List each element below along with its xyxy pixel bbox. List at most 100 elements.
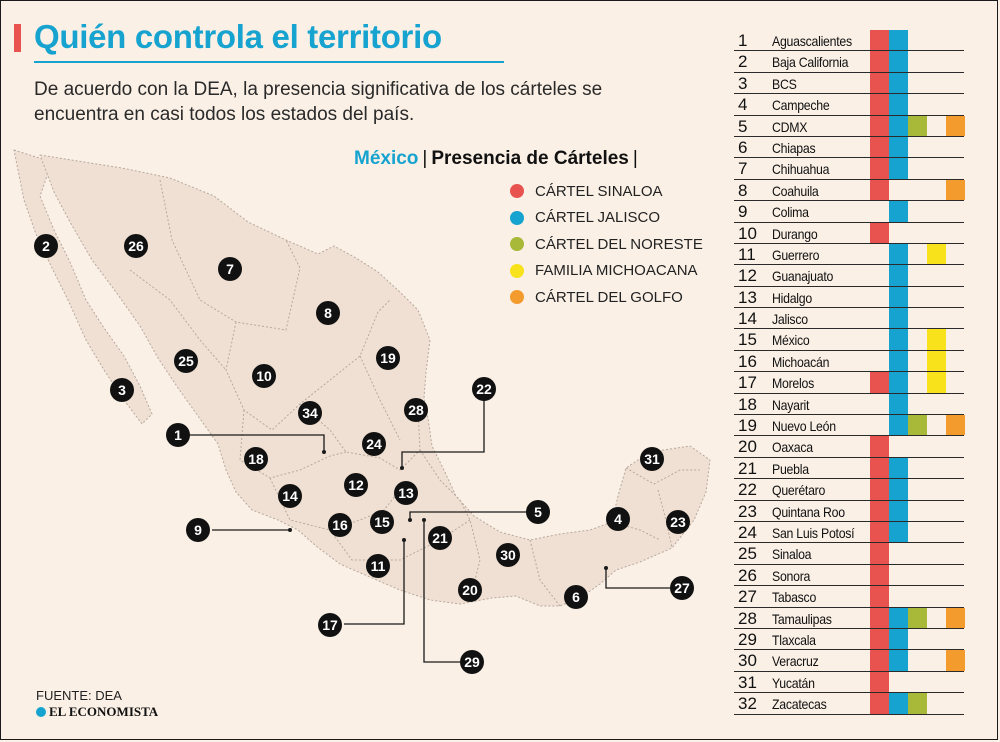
presence-cell-jalisco bbox=[889, 308, 908, 329]
table-row: 4 Campeche bbox=[734, 94, 964, 116]
state-marker: 11 bbox=[366, 554, 390, 578]
brand-name: EL ECONOMISTA bbox=[49, 704, 159, 719]
state-name: Chiapas bbox=[772, 139, 816, 156]
presence-cell-noreste bbox=[908, 415, 927, 436]
state-marker-circle bbox=[278, 484, 302, 508]
state-marker-label: 29 bbox=[464, 654, 480, 670]
state-number: 4 bbox=[738, 95, 748, 115]
callout-line bbox=[423, 520, 460, 663]
state-marker: 18 bbox=[244, 447, 268, 471]
legend-dot-icon bbox=[510, 210, 524, 225]
legend-dot-icon bbox=[510, 290, 524, 305]
state-marker-circle bbox=[34, 234, 58, 258]
presence-cell-sinaloa bbox=[870, 650, 889, 671]
state-name: Chihuahua bbox=[772, 161, 830, 178]
presence-cell-jalisco bbox=[889, 650, 908, 671]
state-name: Quintana Roo bbox=[772, 503, 845, 520]
state-number: 24 bbox=[738, 522, 757, 542]
table-row: 19 Nuevo León bbox=[734, 415, 965, 437]
presence-cell-golfo bbox=[946, 415, 965, 436]
legend-label: CÁRTEL JALISCO bbox=[535, 209, 661, 227]
state-marker-label: 20 bbox=[462, 582, 478, 598]
state-number: 5 bbox=[738, 116, 748, 136]
table-row: 22 Querétaro bbox=[734, 479, 964, 501]
state-marker-circle bbox=[606, 507, 630, 531]
legend-separator: | bbox=[422, 148, 428, 169]
state-name: Nuevo León bbox=[772, 418, 836, 435]
state-marker-label: 25 bbox=[178, 353, 194, 369]
state-marker: 13 bbox=[394, 481, 418, 505]
callout-dot bbox=[322, 450, 326, 454]
presence-cell-sinaloa bbox=[870, 372, 889, 393]
state-name: Guanajuato bbox=[772, 268, 834, 285]
presence-cell-jalisco bbox=[889, 265, 908, 286]
legend: CÁRTEL SINALOA CÁRTEL JALISCO CÁRTEL DEL… bbox=[510, 178, 703, 311]
table-row: 23 Quintana Roo bbox=[734, 500, 964, 522]
mainland-shape bbox=[39, 154, 711, 607]
state-marker-label: 22 bbox=[476, 381, 492, 397]
state-marker-label: 4 bbox=[614, 511, 622, 527]
state-marker-label: 15 bbox=[374, 514, 390, 530]
state-name: Yucatán bbox=[772, 674, 815, 691]
state-number: 15 bbox=[738, 330, 757, 350]
table-row: 16 Michoacán bbox=[734, 350, 964, 373]
state-name: Tamaulipas bbox=[772, 610, 832, 627]
state-marker-circle bbox=[366, 554, 390, 578]
brand-logo: EL ECONOMISTA bbox=[36, 704, 158, 720]
state-marker-circle bbox=[252, 364, 276, 388]
state-marker-circle bbox=[458, 578, 482, 602]
table-row: 13 Hidalgo bbox=[734, 286, 964, 309]
state-border bbox=[359, 355, 401, 441]
subtitle: De acuerdo con la DEA, la presencia sign… bbox=[34, 79, 603, 125]
table-row: 25 Sinaloa bbox=[734, 543, 964, 565]
state-marker: 17 bbox=[318, 613, 342, 637]
state-marker-label: 12 bbox=[348, 477, 364, 493]
state-marker-circle bbox=[124, 234, 148, 258]
table-row: 6 Chiapas bbox=[734, 136, 964, 159]
presence-cell-jalisco bbox=[889, 500, 908, 521]
state-marker: 25 bbox=[174, 349, 198, 373]
title-accent-bar bbox=[14, 24, 21, 52]
state-name: Aguascalientes bbox=[772, 33, 852, 49]
state-number: 28 bbox=[738, 608, 757, 628]
callout-dot bbox=[288, 528, 292, 532]
presence-cell-jalisco bbox=[889, 243, 908, 265]
state-name: Sonora bbox=[772, 567, 811, 584]
state-number: 16 bbox=[738, 351, 757, 371]
state-marker-label: 18 bbox=[248, 451, 264, 467]
state-marker-label: 23 bbox=[670, 514, 686, 530]
state-number: 32 bbox=[738, 694, 757, 714]
state-marker: 24 bbox=[362, 432, 386, 456]
state-marker-label: 10 bbox=[256, 368, 272, 384]
state-marker: 34 bbox=[298, 401, 322, 425]
state-marker-circle bbox=[186, 518, 210, 542]
state-marker-circle bbox=[564, 585, 588, 609]
presence-cell-jalisco bbox=[889, 30, 908, 51]
state-marker: 19 bbox=[376, 346, 400, 370]
presence-cell-jalisco bbox=[889, 158, 908, 179]
presence-cell-jalisco bbox=[889, 72, 908, 94]
table-row: 9 Colima bbox=[734, 201, 964, 223]
state-marker-label: 8 bbox=[324, 305, 332, 321]
state-marker-label: 31 bbox=[644, 451, 660, 467]
state-marker-circle bbox=[394, 481, 418, 505]
state-number: 10 bbox=[738, 223, 757, 243]
state-marker: 15 bbox=[370, 510, 394, 534]
presence-cell-sinaloa bbox=[870, 179, 889, 201]
state-marker-circle bbox=[244, 447, 268, 471]
state-marker: 26 bbox=[124, 234, 148, 258]
state-number: 17 bbox=[738, 373, 757, 393]
state-marker-label: 28 bbox=[408, 402, 424, 418]
presence-cell-jalisco bbox=[889, 393, 908, 415]
table-row: 7 Chihuahua bbox=[734, 158, 964, 180]
state-number: 20 bbox=[738, 437, 757, 457]
state-number: 30 bbox=[738, 651, 757, 671]
table-row: 30 Veracruz bbox=[734, 650, 965, 672]
state-number: 7 bbox=[738, 159, 748, 179]
state-marker-label: 26 bbox=[128, 238, 144, 254]
presence-cell-michoacana bbox=[927, 243, 946, 265]
callout-dot bbox=[604, 566, 608, 570]
state-marker-circle bbox=[370, 510, 394, 534]
state-name: BCS bbox=[772, 75, 797, 92]
state-number: 27 bbox=[738, 587, 757, 607]
